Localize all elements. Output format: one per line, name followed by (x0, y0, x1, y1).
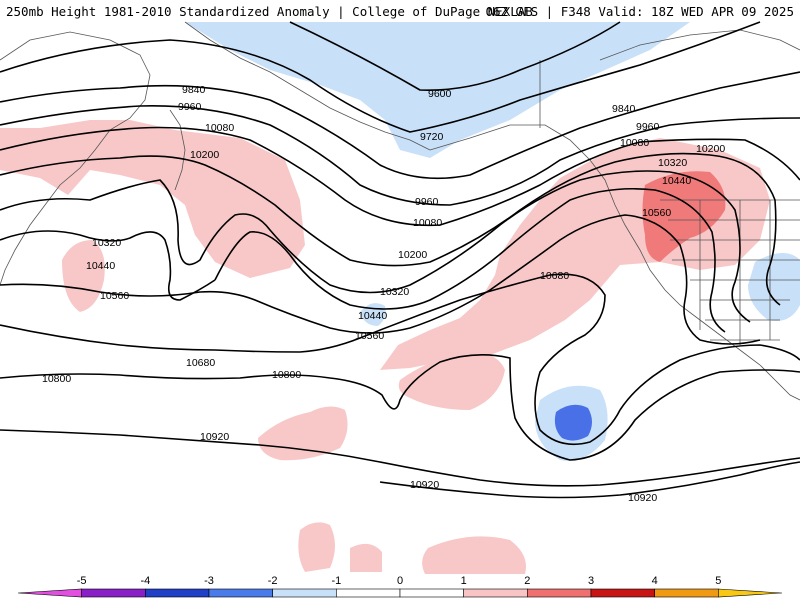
label-10440-mid: 10440 (358, 310, 387, 322)
colorbar-tick-label: 1 (461, 575, 467, 587)
contour-9600 (289, 21, 621, 91)
contour-10560 (0, 214, 761, 345)
contour-10440 (0, 230, 216, 301)
colorbar-segment (17, 588, 82, 598)
colorbar-tick-label: -2 (268, 575, 278, 587)
anomaly-map: 9600 9720 9840 9840 9960 9960 9960 10080… (0, 21, 800, 574)
positive-anomaly-core (642, 171, 726, 262)
label-10560-west: 10560 (100, 290, 129, 302)
colorbar-segment (145, 588, 210, 598)
label-10440-west: 10440 (86, 260, 115, 272)
colorbar: -5 -4 -3 -2 -1 0 1 2 3 4 5 (17, 575, 783, 598)
label-10320-west: 10320 (92, 237, 121, 249)
colorbar-segment (654, 588, 719, 598)
contour-10440b (214, 187, 726, 333)
contour-9840 (0, 71, 800, 180)
colorbar-segment (718, 588, 783, 598)
height-contours (0, 21, 800, 499)
label-10560-east: 10560 (642, 207, 671, 219)
label-9960-mid: 9960 (415, 196, 439, 208)
label-9840-west: 9840 (182, 84, 206, 96)
contour-10680 (0, 273, 621, 446)
label-10320-east: 10320 (658, 157, 687, 169)
colorbar-segment (590, 588, 655, 598)
model-run-label: 06Z GFS | F348 Valid: 18Z WED APR 09 202… (485, 4, 794, 19)
label-9720: 9720 (420, 131, 444, 143)
colorbar-segment (336, 588, 401, 598)
positive-anomaly-kamchatka-small (62, 240, 105, 312)
negative-anomaly-cutoff-core (554, 404, 592, 441)
contour-labels: 9600 9720 9840 9840 9960 9960 9960 10080… (42, 84, 725, 504)
contour-10680b (619, 344, 800, 411)
label-10680-east: 10680 (540, 270, 569, 282)
positive-anomaly-south-2 (350, 543, 382, 572)
colorbar-segment (463, 588, 528, 598)
label-10440-east: 10440 (662, 175, 691, 187)
label-10320-mid: 10320 (380, 286, 409, 298)
contour-10800 (0, 354, 800, 461)
positive-anomaly-south-1 (298, 522, 335, 572)
colorbar-segment (81, 588, 146, 598)
contour-10920-lower (379, 461, 800, 499)
label-10680-west: 10680 (186, 357, 215, 369)
label-10200-west: 10200 (190, 149, 219, 161)
label-10920-west: 10920 (200, 431, 229, 443)
label-10920-east: 10920 (628, 492, 657, 504)
colorbar-segment (527, 588, 592, 598)
positive-anomaly-ne-pacific (380, 138, 770, 370)
colorbar-segment (272, 588, 337, 598)
colorbar-tick-label: -1 (331, 575, 341, 587)
label-9600: 9600 (428, 88, 452, 100)
label-10080-mid: 10080 (413, 217, 442, 229)
colorbar-tick-label: 3 (588, 575, 594, 587)
label-10080-east: 10080 (620, 137, 649, 149)
colorbar-tick-label: -4 (140, 575, 150, 587)
header-bar: 250mb Height 1981-2010 Standardized Anom… (0, 0, 800, 22)
label-9960-east: 9960 (636, 121, 660, 133)
colorbar-tick-labels: -5 -4 -3 -2 -1 0 1 2 3 4 5 (77, 575, 722, 587)
colorbar-tick-label: 2 (524, 575, 530, 587)
colorbar-tick-label: 5 (715, 575, 721, 587)
colorbar-segment (399, 588, 464, 598)
positive-anomaly-south-3 (422, 536, 526, 574)
contour-9720 (0, 21, 761, 133)
positive-anomaly-hawaii-tongue (398, 352, 505, 410)
label-9840-east: 9840 (612, 103, 636, 115)
contour-10200 (0, 152, 781, 306)
label-10800-mid: 10800 (272, 369, 301, 381)
label-10200-mid: 10200 (398, 249, 427, 261)
positive-anomaly-central (258, 406, 348, 461)
contour-9960 (0, 105, 800, 206)
contour-10320 (0, 170, 751, 323)
colorbar-segment (208, 588, 273, 598)
colorbar-tick-label: 0 (397, 575, 403, 587)
colorbar-segments (17, 588, 783, 598)
label-10800-west: 10800 (42, 373, 71, 385)
label-9960-west: 9960 (178, 101, 202, 113)
negative-anomaly-west-us (748, 252, 800, 321)
map-title: 250mb Height 1981-2010 Standardized Anom… (6, 4, 533, 19)
label-10080-west: 10080 (205, 122, 234, 134)
contour-10920 (0, 429, 800, 487)
colorbar-tick-label: 4 (652, 575, 658, 587)
contour-10080 (0, 126, 800, 227)
label-10920-mid: 10920 (410, 479, 439, 491)
colorbar-tick-label: -3 (204, 575, 214, 587)
label-10200-east: 10200 (696, 143, 725, 155)
colorbar-tick-label: -5 (77, 575, 87, 587)
positive-anomaly-siberia (0, 120, 305, 278)
label-10560-mid: 10560 (355, 330, 384, 342)
